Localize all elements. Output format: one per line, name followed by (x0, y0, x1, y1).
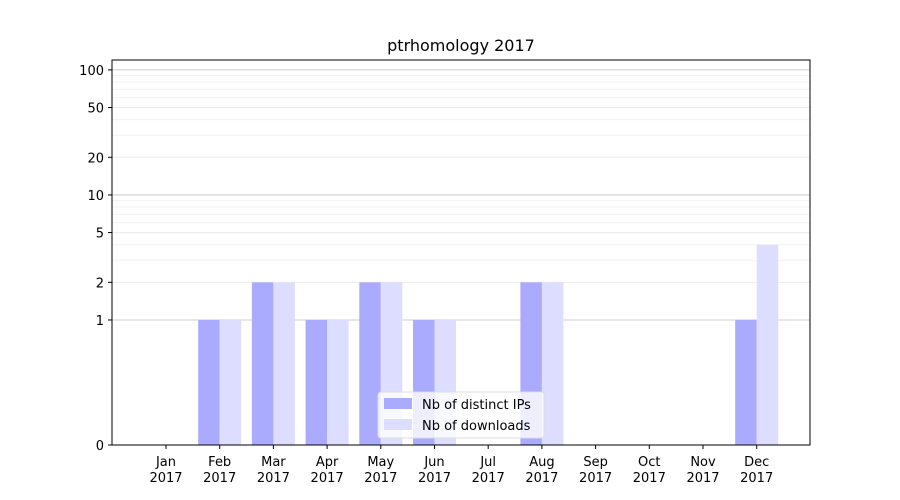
x-tick-label-month: Dec (744, 455, 769, 470)
legend-box (377, 391, 545, 439)
x-tick-label-month: Jun (423, 455, 444, 470)
x-tick-label-year: 2017 (203, 471, 236, 486)
x-tick-label-month: Feb (208, 455, 231, 470)
x-tick-label-month: Sep (583, 455, 608, 470)
y-axis: 0 1 2 5 10 20 50 100 (79, 64, 112, 454)
x-tick-label-year: 2017 (418, 471, 451, 486)
x-tick-label-year: 2017 (740, 471, 773, 486)
x-tick-label-year: 2017 (686, 471, 719, 486)
bar-downloads-mar (273, 282, 295, 445)
bar-distinct-ips-mar (251, 282, 274, 445)
bar-distinct-ips-apr (305, 319, 328, 445)
x-tick-label-year: 2017 (472, 471, 505, 486)
bar-downloads-aug (541, 282, 564, 445)
y-tick-label: 20 (87, 151, 104, 166)
bar-distinct-ips-may (359, 282, 381, 445)
plot-frame (111, 59, 811, 446)
bar-downloads-feb (219, 319, 242, 445)
x-tick-label-year: 2017 (525, 471, 558, 486)
x-tick-label-year: 2017 (311, 471, 344, 486)
bar-downloads-dec (756, 244, 779, 445)
x-tick-label-month: Mar (261, 455, 286, 470)
legend-label: Nb of distinct IPs (422, 398, 531, 413)
x-tick-label-year: 2017 (364, 471, 397, 486)
legend-swatch (384, 398, 412, 409)
y-tick-label: 50 (87, 102, 104, 117)
bar-distinct-ips-feb (198, 319, 220, 445)
x-tick-label-month: Aug (529, 455, 554, 470)
x-tick-label-year: 2017 (149, 471, 182, 486)
y-tick-label: 0 (96, 439, 104, 454)
y-tick-label: 5 (96, 227, 104, 242)
chart-title: ptrhomology 2017 (387, 36, 535, 55)
bars-group (198, 244, 779, 445)
x-tick-label-year: 2017 (257, 471, 290, 486)
y-tick-label: 2 (96, 276, 104, 291)
x-tick-label-month: Jul (479, 455, 496, 470)
legend-swatch (384, 419, 412, 430)
grid-lines (112, 69, 810, 321)
x-axis: Jan2017Feb2017Mar2017Apr2017May2017Jun20… (149, 445, 773, 486)
legend: Nb of distinct IPs Nb of downloads (377, 391, 545, 439)
x-tick-label-year: 2017 (633, 471, 666, 486)
x-tick-label-month: Jan (155, 455, 176, 470)
legend-label: Nb of downloads (422, 419, 531, 434)
bar-downloads-apr (327, 319, 349, 445)
y-tick-label: 100 (79, 64, 104, 79)
x-tick-label-month: Oct (638, 455, 660, 470)
bar-distinct-ips-dec (735, 319, 757, 445)
x-tick-label-month: Apr (316, 455, 339, 470)
y-tick-label: 10 (87, 189, 104, 204)
x-tick-label-month: May (367, 455, 394, 470)
x-tick-label-year: 2017 (579, 471, 612, 486)
y-tick-label: 1 (96, 314, 104, 329)
x-tick-label-month: Nov (690, 455, 716, 470)
